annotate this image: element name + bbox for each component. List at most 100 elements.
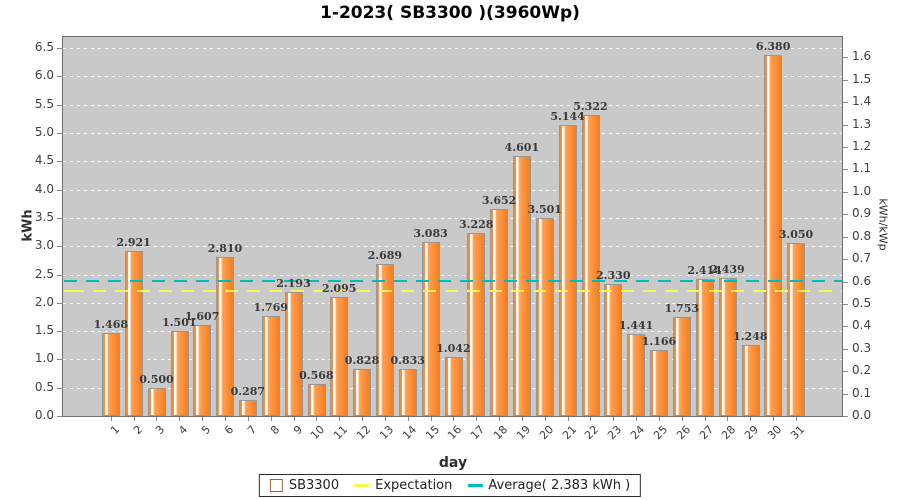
bar-value-label: 3.083 — [413, 227, 448, 240]
gridline — [63, 246, 842, 248]
gridline — [63, 217, 842, 219]
y-axis-left-label: 6.5 — [34, 40, 54, 55]
x-axis-tick — [681, 417, 683, 421]
bar-day-4 — [170, 331, 189, 416]
y-axis-right-label: 0.9 — [852, 206, 872, 221]
bar-day-29 — [741, 345, 760, 416]
y-axis-left-tick — [57, 359, 62, 361]
y-axis-right-tick — [843, 57, 848, 59]
expectation-line-icon — [354, 484, 370, 487]
gridline — [63, 331, 842, 333]
bar-value-label: 0.287 — [230, 385, 266, 398]
y-axis-right-tick — [843, 236, 848, 238]
bar-day-2 — [124, 251, 143, 416]
bar-value-label: 1.753 — [664, 302, 700, 315]
y-axis-right-label: 0.7 — [852, 251, 872, 266]
y-axis-left-tick — [57, 48, 62, 50]
x-axis-tick — [544, 417, 546, 421]
x-axis-tick — [339, 417, 341, 421]
bar-value-label: 0.833 — [390, 354, 425, 367]
y-axis-right-tick — [843, 169, 848, 171]
y-axis-title-right: kWh/kWp — [876, 198, 890, 251]
y-axis-left-tick — [57, 416, 62, 417]
legend: SB3300 Expectation Average( 2.383 kWh ) — [258, 474, 642, 497]
bar-value-label: 2.810 — [207, 242, 243, 255]
bar-value-label: 1.769 — [253, 301, 288, 314]
bar-value-label: 0.828 — [344, 354, 380, 367]
x-axis-tick — [225, 417, 226, 421]
y-axis-right-label: 0.6 — [852, 273, 872, 288]
y-axis-left-label: 5.0 — [34, 125, 54, 139]
y-axis-left-tick — [57, 133, 62, 134]
y-axis-left-label: 4.5 — [34, 153, 54, 168]
legend-item-series: SB3300 — [269, 478, 340, 493]
y-axis-right-label: 0.1 — [852, 385, 872, 400]
y-axis-left-label: 3.5 — [34, 209, 54, 224]
x-axis-tick — [110, 417, 112, 421]
series-swatch-icon — [269, 479, 283, 492]
x-axis-tick — [499, 417, 501, 421]
bar-value-label: 4.601 — [504, 141, 540, 154]
y-axis-left-label: 0.0 — [34, 408, 54, 422]
bar-day-31 — [787, 243, 806, 416]
bar-day-26 — [673, 317, 691, 416]
bar-value-label: 3.228 — [459, 218, 494, 231]
bar-value-label: 3.501 — [527, 203, 562, 216]
y-axis-right-label: 1.0 — [852, 183, 872, 198]
x-axis-tick — [384, 417, 386, 421]
bar-value-label: 2.095 — [321, 282, 357, 295]
y-axis-right-label: 0.0 — [852, 408, 872, 422]
y-axis-right-label: 0.2 — [852, 363, 872, 378]
y-axis-left-label: 1.5 — [34, 323, 54, 338]
x-axis-tick — [453, 417, 455, 421]
bar-value-label: 1.441 — [618, 319, 654, 332]
bar-value-label: 3.050 — [778, 228, 814, 241]
x-axis-tick — [156, 417, 158, 421]
y-axis-right-label: 0.4 — [852, 318, 872, 333]
x-axis-tick — [796, 417, 797, 421]
y-axis-left-label: 2.5 — [34, 266, 54, 281]
y-axis-right-tick — [843, 79, 848, 81]
bar-value-label: 5.144 — [550, 110, 585, 123]
gridline — [63, 48, 842, 50]
bar-day-22 — [581, 115, 600, 416]
bar-day-11 — [330, 297, 349, 416]
bar-value-label: 1.468 — [93, 318, 129, 331]
y-axis-right-label: 1.4 — [852, 94, 872, 109]
gridline — [63, 161, 842, 163]
x-axis-tick — [750, 417, 752, 421]
bar-day-24 — [627, 334, 646, 416]
bar-day-16 — [444, 357, 463, 416]
y-axis-left-label: 2.0 — [34, 294, 54, 309]
bar-day-27 — [695, 279, 714, 416]
y-axis-left-label: 4.0 — [34, 181, 54, 196]
bar-value-label: 0.568 — [299, 369, 334, 382]
x-axis-tick — [362, 417, 364, 421]
y-axis-left-label: 1.0 — [34, 351, 54, 366]
x-axis-tick — [293, 417, 295, 421]
y-axis-right-label: 1.1 — [852, 161, 872, 176]
y-axis-right-tick — [843, 326, 848, 328]
bar-value-label: 2.193 — [276, 277, 311, 290]
bar-day-1 — [102, 333, 120, 416]
bar-day-30 — [764, 55, 783, 416]
gridline — [63, 133, 842, 134]
legend-expectation-label: Expectation — [375, 478, 453, 493]
x-axis-tick — [430, 417, 432, 421]
bar-day-10 — [307, 384, 326, 416]
x-axis-tick — [613, 417, 615, 421]
average-line-icon — [467, 484, 483, 487]
y-axis-right-tick — [843, 416, 848, 417]
bar-value-label: 2.330 — [596, 269, 631, 282]
y-axis-right-label: 1.2 — [852, 139, 872, 154]
bar-value-label: 3.652 — [481, 194, 517, 207]
bar-day-28 — [718, 278, 737, 416]
x-axis-tick — [590, 417, 592, 421]
y-axis-left-tick — [57, 217, 62, 219]
x-axis-tick — [202, 417, 204, 421]
legend-series-label: SB3300 — [288, 478, 340, 493]
x-axis-tick — [247, 417, 249, 421]
x-axis-tick — [179, 417, 181, 421]
y-axis-right-tick — [843, 214, 848, 216]
y-axis-left-tick — [57, 104, 62, 106]
